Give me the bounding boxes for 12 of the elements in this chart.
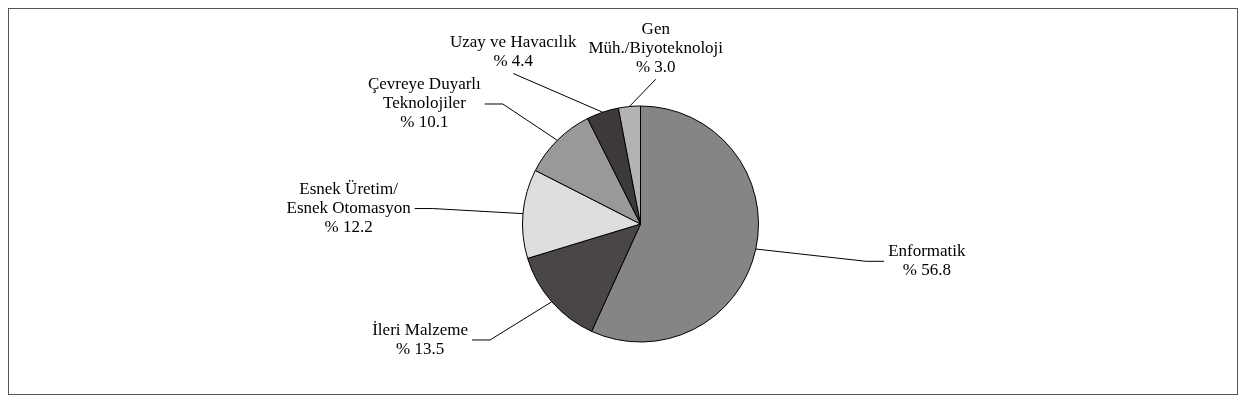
data-label: % 3.0: [635, 57, 676, 77]
slice-label: Esnek Üretim/ Esnek Otomasyon: [286, 179, 412, 218]
data-label: % 10.1: [400, 112, 449, 132]
data-label: % 12.2: [324, 217, 373, 237]
slice-label: İleri Malzeme: [372, 319, 469, 339]
slice-label: Gen Müh./Biyoteknoloji: [588, 19, 724, 58]
slice-label: Çevreye Duyarlı Teknolojiler: [367, 74, 482, 113]
slice-label: Enformatik: [888, 241, 967, 261]
slice-label: Uzay ve Havacılık: [449, 32, 577, 52]
data-label: % 13.5: [396, 338, 445, 358]
data-label: % 4.4: [493, 51, 534, 71]
data-label: % 56.8: [902, 260, 951, 280]
